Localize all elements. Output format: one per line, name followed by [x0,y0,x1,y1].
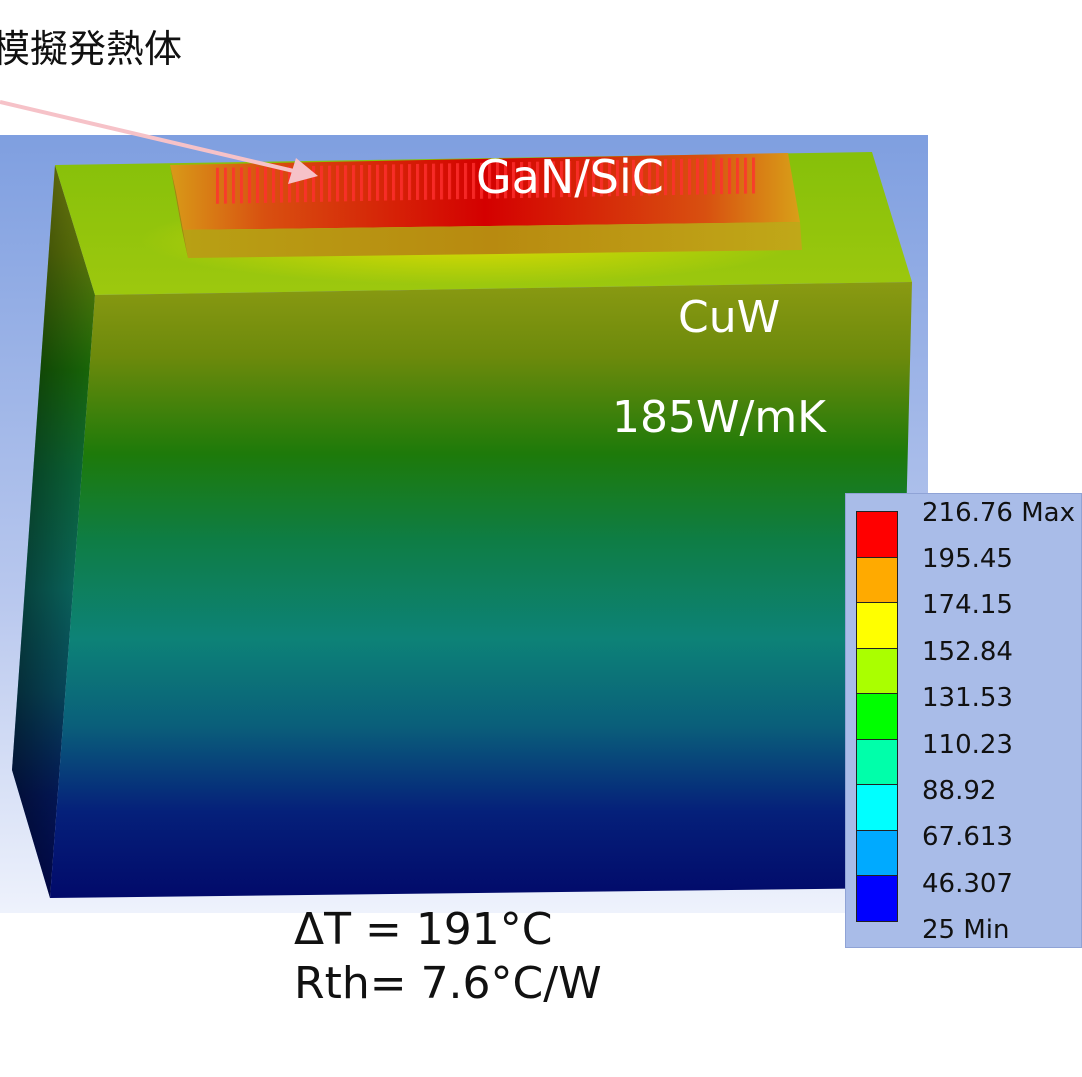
die-side [170,165,188,258]
legend-value: 46.307 [922,869,1013,899]
legend-swatch [856,511,898,558]
callout-arrow-line [0,100,299,174]
legend-swatch [856,784,898,831]
legend-swatch [856,693,898,740]
base-material-label: CuW [678,292,781,343]
legend-value: 110.23 [922,730,1013,760]
legend-swatch [856,602,898,649]
temperature-legend: 216.76 Max 195.45 174.15 152.84 131.53 1… [845,493,1082,948]
gate-fingers [212,157,760,204]
legend-value: 174.15 [922,590,1013,620]
legend-value: 195.45 [922,544,1013,574]
legend-swatch [856,829,898,876]
die-front [182,222,802,258]
legend-swatch [856,875,898,922]
legend-swatch [856,738,898,785]
legend-color-bar [856,511,898,922]
base-block-side-shade [12,165,95,898]
legend-value: 67.613 [922,822,1013,852]
callout-arrow-head [288,158,318,184]
legend-swatch [856,647,898,694]
legend-swatch [856,556,898,603]
die-material-label: GaN/SiC [476,150,664,204]
legend-value: 152.84 [922,637,1013,667]
base-block-front [50,282,912,898]
delta-t-result: ΔT = 191°C [294,904,553,955]
legend-value: 88.92 [922,776,997,806]
callout-label: 模擬発熱体 [0,27,183,71]
legend-value: 131.53 [922,683,1013,713]
base-conductivity-label: 185W/mK [612,392,827,443]
thermal-resistance-result: Rth= 7.6°C/W [294,958,602,1009]
legend-value-min: 25 Min [922,915,1010,945]
legend-value-max: 216.76 Max [922,498,1075,528]
